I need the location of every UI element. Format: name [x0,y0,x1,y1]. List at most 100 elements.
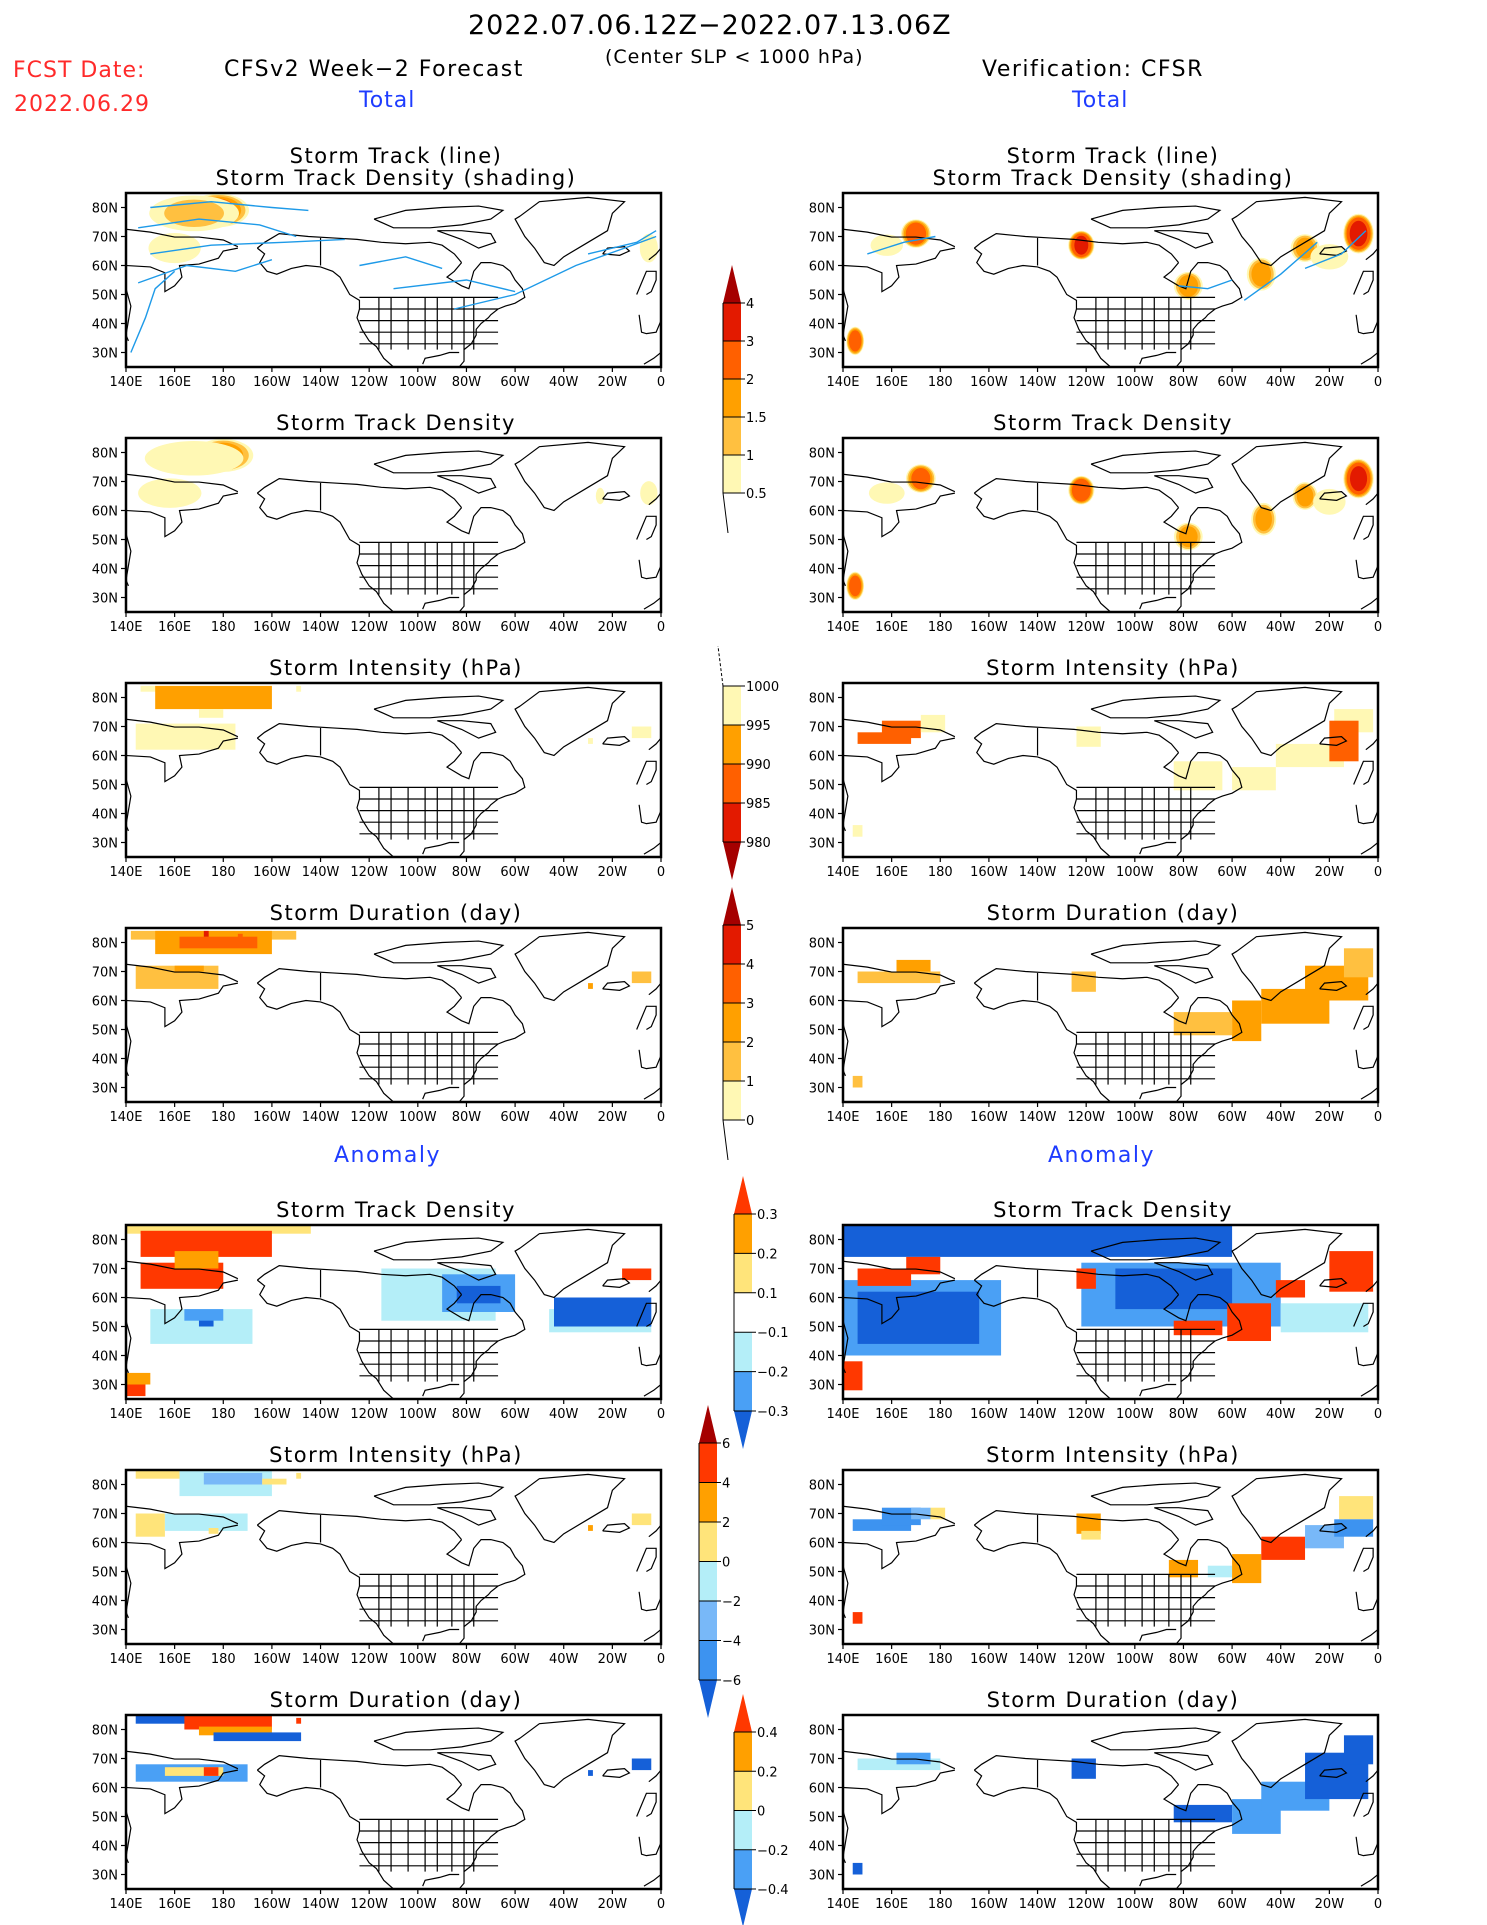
coastline-9 [1154,475,1214,494]
grid-cell-3 [930,1507,946,1520]
y-tick-label: 40N [92,1595,118,1610]
coastline-10 [602,981,631,991]
coastline-14 [648,247,661,261]
x-tick-label: 80W [1169,1407,1199,1422]
map-panel-fc-anom-density: 80N 70N 60N 50N 40N 30N 140E 160E 180 160W 140W 120… [92,1223,665,1422]
map-content [843,441,1378,612]
x-tick-label: 40W [1266,865,1296,880]
colorbar-band-3 [734,1332,752,1372]
x-tick-label: 180 [928,1110,953,1125]
x-tick-label: 140E [109,1407,142,1422]
x-tick-label: 100W [1116,865,1154,880]
coastline-5 [445,996,526,1102]
colorbar-band-2 [699,1522,717,1562]
colorbar-anomaly-intensity: 6 4 2 0 −2 −4 −6 [698,1405,741,1718]
coastline-6 [1139,351,1177,365]
x-tick-label: 140E [109,865,142,880]
coastline-4 [973,967,1180,998]
x-tick-label: 160E [158,620,191,635]
coastline-14 [1365,737,1378,751]
coastline-8 [1090,1482,1222,1506]
grid-cell-3 [1173,1012,1233,1036]
x-tick-label: 0 [657,1652,665,1667]
colorbar-edge [722,1119,729,1161]
coastline-7 [1231,441,1343,512]
grid-cell-13 [852,1612,863,1624]
density-blob-1-level-0 [870,234,904,256]
x-tick-label: 80W [1169,1652,1199,1667]
coastline-14 [1365,982,1378,996]
coastline-7 [1231,686,1343,757]
y-tick-label: 60N [809,1782,835,1797]
y-tick-label: 70N [809,966,835,981]
coastline-4 [256,1509,463,1540]
panel-title: Storm Duration (day) [986,1688,1240,1712]
grid-cell-0 [135,1715,199,1724]
colorbar-tip-bottom [734,1411,752,1449]
y-tick-label: 70N [92,966,118,981]
y-tick-label: 50N [809,1811,835,1826]
coastline-13 [643,1384,661,1397]
grid-cell-6 [1168,1559,1199,1578]
y-tick-label: 70N [809,476,835,491]
coastline-8 [373,940,505,964]
colorbar-band-3 [723,1042,741,1081]
coastline-6 [422,1628,460,1642]
coastline-9 [1154,230,1214,249]
x-tick-label: 140E [109,375,142,390]
coastline-0 [843,1505,956,1525]
storm-track-1 [1178,279,1233,290]
y-tick-label: 50N [809,1321,835,1336]
coastline-8 [373,205,505,229]
y-tick-label: 50N [92,534,118,549]
map-frame [841,1713,1380,1891]
colorbar-band-4 [723,1081,741,1120]
coastline-5 [1162,1538,1243,1644]
colorbar-band-2 [734,1810,752,1850]
x-tick-label: 140E [109,620,142,635]
x-tick-label: 60W [1217,865,1247,880]
coastline-10 [602,491,631,501]
map-content [126,1225,661,1399]
colorbar-tip-bottom [734,1889,752,1925]
y-tick-label: 40N [809,1840,835,1855]
y-tick-label: 50N [92,1024,118,1039]
colorbar-label: 2 [722,1516,730,1531]
map-panel-fc-anom-intensity: 80N 70N 60N 50N 40N 30N 140E 160E 180 160W 140W 120… [92,1468,665,1667]
x-tick-label: 160E [875,1652,908,1667]
map-content [126,685,661,857]
x-tick-label: 160E [158,1407,191,1422]
coastline-5 [445,751,526,857]
grid-cell-9 [631,1513,652,1526]
x-tick-label: 140W [1019,1110,1057,1125]
coastline-13 [643,1629,661,1642]
y-tick-label: 40N [809,1053,835,1068]
coastline-13 [643,1874,661,1887]
grid-cell-6 [208,1528,219,1534]
grid-cell-0 [857,1758,941,1771]
colorbar-band-1 [734,1771,752,1811]
coastline-8 [1090,695,1222,719]
coastline-4 [973,477,1180,508]
x-tick-label: 100W [399,1110,437,1125]
coastline-8 [1090,205,1222,229]
coastline-10 [1319,1523,1348,1533]
coastline-3 [973,982,1111,1102]
grid-cell-13 [554,1297,652,1327]
y-tick-label: 40N [92,318,118,333]
storm-track-5 [359,256,443,270]
x-tick-label: 60W [500,1110,530,1125]
coastline-4 [256,967,463,998]
x-tick-label: 20W [1315,1652,1345,1667]
colorbar-band-0 [723,925,741,964]
x-tick-label: 180 [211,1407,236,1422]
coastline-10 [602,1278,631,1288]
x-tick-label: 160W [253,1897,291,1912]
x-tick-label: 40W [1266,375,1296,390]
coastline-1 [126,1279,238,1325]
x-tick-label: 160E [875,1110,908,1125]
x-tick-label: 160E [158,1110,191,1125]
coastline-4 [256,477,463,508]
coastline-10 [1319,981,1348,991]
y-tick-label: 30N [809,1082,835,1097]
